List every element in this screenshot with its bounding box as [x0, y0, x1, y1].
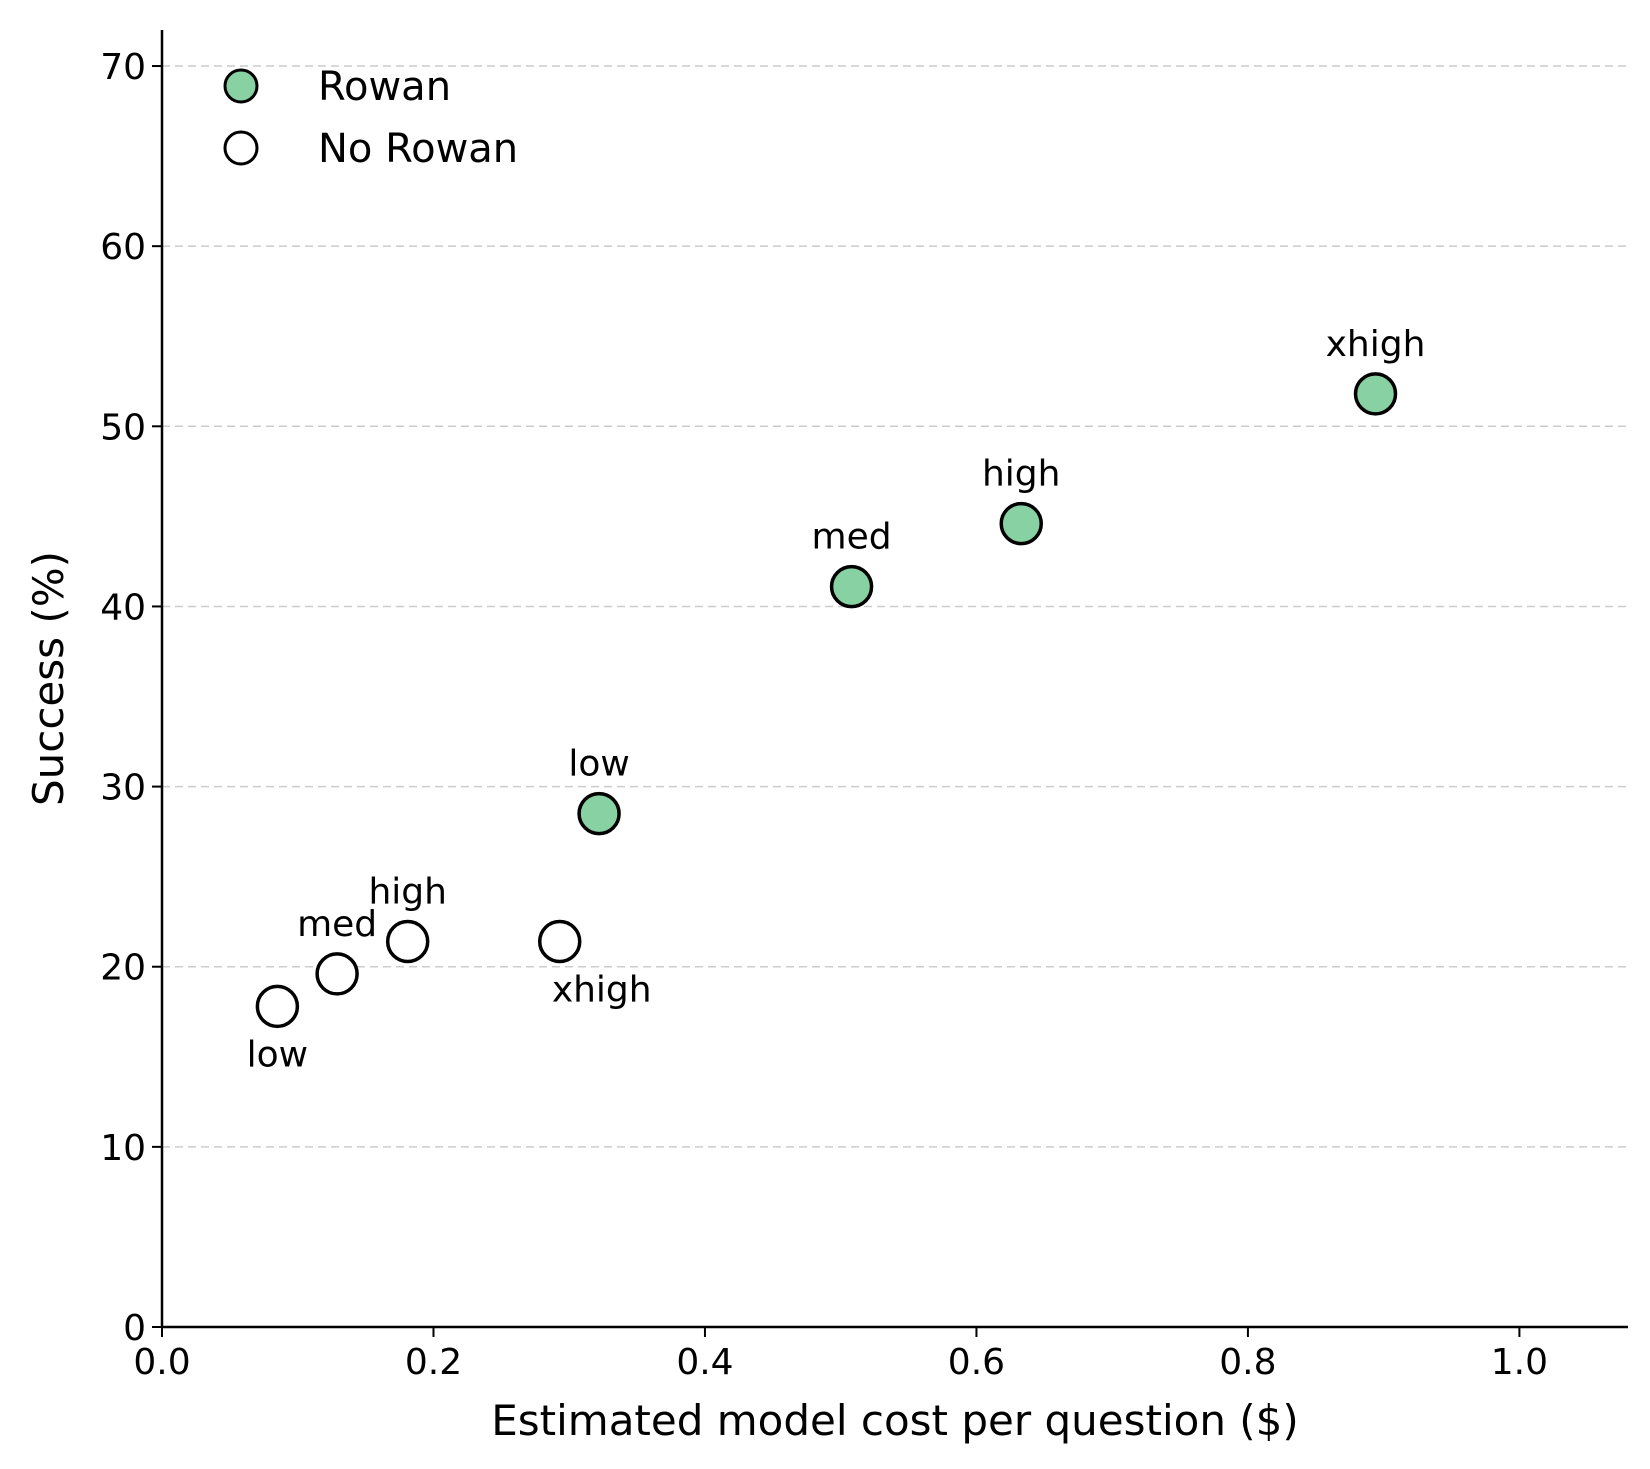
- y-tick-label: 10: [100, 1128, 146, 1169]
- data-point: [999, 501, 1043, 546]
- tick-labels: 0 10 20 30 40 50 60 70 0.0 0.2 0.4 0.6 0.8 1.0: [100, 47, 1548, 1383]
- data-point: [537, 919, 582, 964]
- x-tick-label: 0.8: [1219, 1342, 1276, 1383]
- x-tick-label: 0.4: [676, 1342, 733, 1383]
- legend-marker: [223, 68, 259, 104]
- x-tick-label: 0.6: [948, 1342, 1005, 1383]
- legend-marker: [223, 130, 259, 166]
- point-label: med: [812, 517, 892, 558]
- legend: Rowan No Rowan: [223, 64, 518, 172]
- point-label: med: [297, 904, 377, 945]
- point-label: low: [568, 744, 629, 785]
- y-axis-title: Success (%): [24, 551, 73, 806]
- point-label: high: [982, 454, 1061, 495]
- x-tick-label: 0.0: [133, 1342, 190, 1383]
- y-tick-label: 60: [100, 227, 146, 268]
- x-tick-label: 0.2: [405, 1342, 462, 1383]
- grid-lines: [162, 65, 1628, 1148]
- point-label: xhigh: [1326, 324, 1426, 365]
- data-point: [577, 791, 621, 836]
- data-point: [385, 919, 430, 964]
- x-axis-title: Estimated model cost per question ($): [491, 1396, 1299, 1445]
- y-tick-label: 50: [100, 407, 146, 448]
- y-tick-label: 30: [100, 768, 146, 809]
- y-tick-label: 0: [123, 1308, 146, 1349]
- y-tick-label: 70: [100, 47, 146, 88]
- legend-entry: No Rowan: [318, 126, 518, 172]
- data-point: [829, 564, 874, 609]
- point-label: xhigh: [552, 970, 652, 1011]
- point-label: high: [368, 872, 447, 913]
- point-label: low: [247, 1034, 308, 1075]
- x-tick-label: 1.0: [1491, 1342, 1548, 1383]
- legend-entry: Rowan: [318, 64, 451, 110]
- data-point: [1353, 372, 1398, 416]
- y-tick-label: 20: [100, 948, 146, 989]
- y-tick-label: 40: [100, 587, 146, 628]
- data-point: [315, 952, 359, 996]
- axes: [152, 30, 1628, 1337]
- data-point: [255, 984, 300, 1029]
